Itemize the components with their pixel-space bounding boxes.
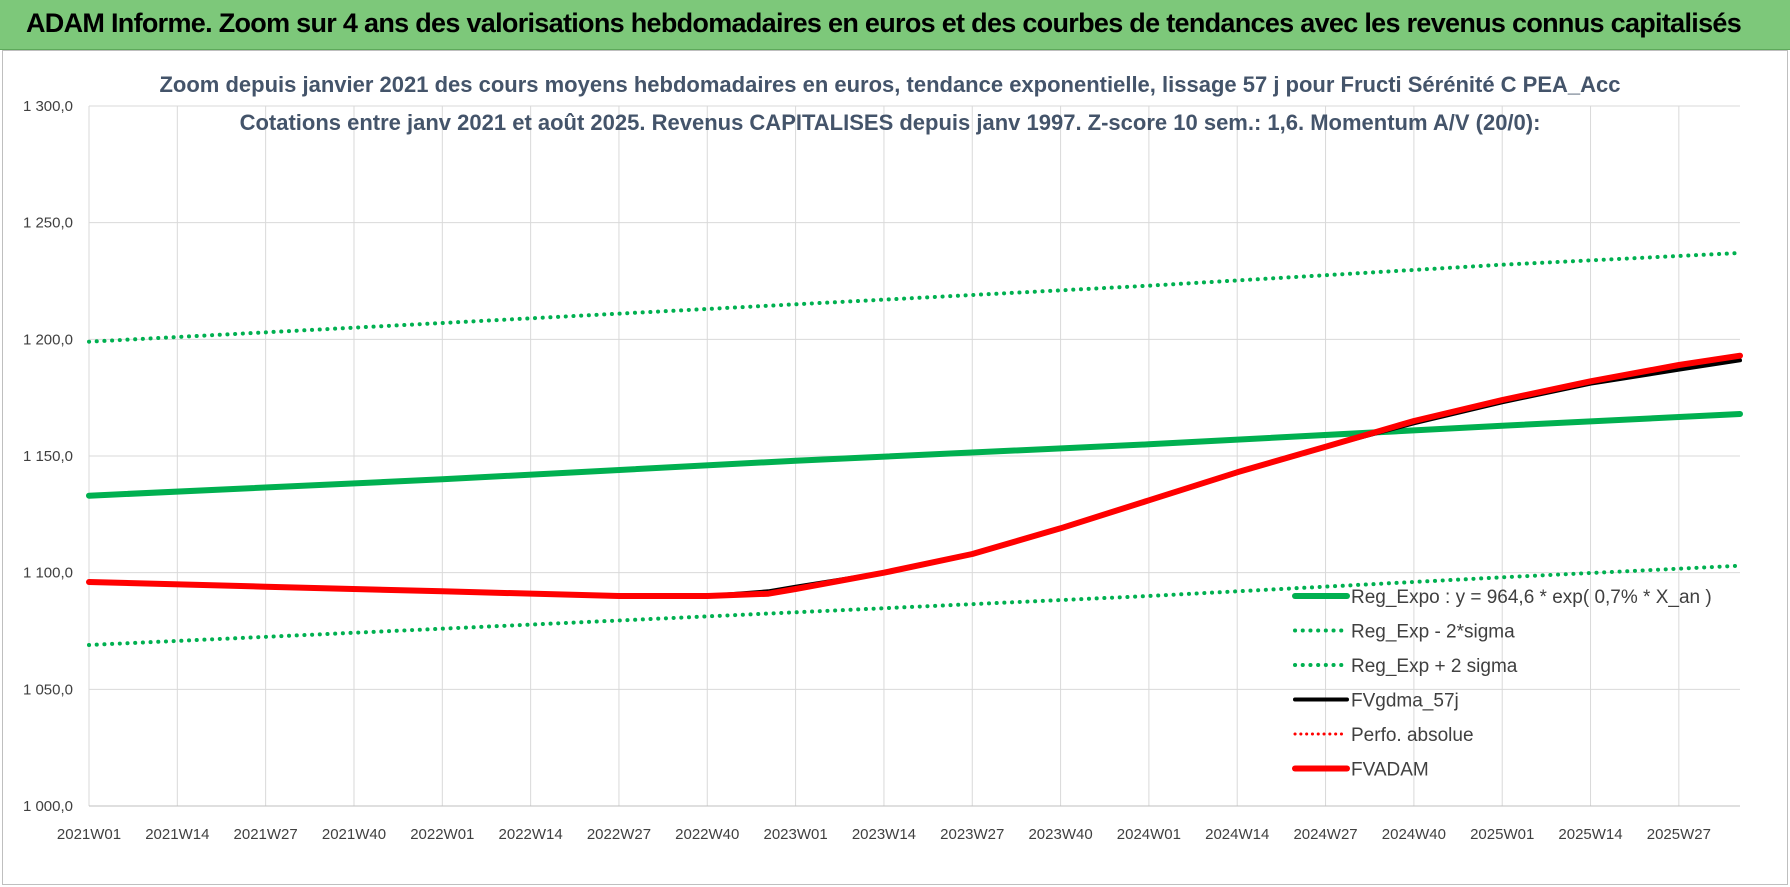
x-tick-label: 2025W01 xyxy=(1470,826,1534,843)
x-tick-label: 2025W14 xyxy=(1558,826,1622,843)
legend-label-reg_expo: Reg_Expo : y = 964,6 * exp( 0,7% * X_an … xyxy=(1351,587,1712,608)
x-axis-ticks: 2021W01 2021W14 2021W27 2021W40 2022W01 2022W… xyxy=(57,826,1711,843)
y-axis-ticks: 1 000,0 1 050,0 1 100,0 1 150,0 1 200,0 1 250… xyxy=(23,98,73,815)
series-line-fvgdma xyxy=(87,358,1742,598)
y-tick-label: 1 150,0 xyxy=(23,448,73,465)
chart-frame xyxy=(2,50,1788,885)
chart-subtitle: Cotations entre janv 2021 et août 2025. … xyxy=(240,110,1541,135)
y-tick-label: 1 300,0 xyxy=(23,98,73,115)
x-tick-label: 2021W40 xyxy=(322,826,386,843)
y-tick-label: 1 100,0 xyxy=(23,565,73,582)
series-line-reg_plus xyxy=(87,251,1742,344)
x-tick-label: 2024W27 xyxy=(1293,826,1357,843)
x-tick-label: 2022W14 xyxy=(499,826,563,843)
series-line-fvadam xyxy=(86,352,1743,599)
legend-label-reg_plus: Reg_Exp + 2 sigma xyxy=(1351,656,1518,677)
x-tick-label: 2021W27 xyxy=(234,826,298,843)
x-tick-label: 2023W14 xyxy=(852,826,916,843)
series-line-perfo xyxy=(87,354,1742,598)
x-tick-label: 2021W01 xyxy=(57,826,121,843)
series-line-reg_expo xyxy=(86,411,1743,499)
x-tick-label: 2024W40 xyxy=(1382,826,1446,843)
legend-label-perfo: Perfo. absolue xyxy=(1351,725,1474,746)
chart-title: Zoom depuis janvier 2021 des cours moyen… xyxy=(159,72,1620,97)
x-tick-label: 2023W01 xyxy=(763,826,827,843)
legend: Reg_Expo : y = 964,6 * exp( 0,7% * X_an … xyxy=(1292,587,1712,781)
legend-label-fvadam: FVADAM xyxy=(1351,760,1429,781)
legend-label-reg_minus: Reg_Exp - 2*sigma xyxy=(1351,622,1515,643)
x-tick-label: 2022W27 xyxy=(587,826,651,843)
y-tick-label: 1 000,0 xyxy=(23,798,73,815)
x-tick-label: 2023W40 xyxy=(1028,826,1092,843)
report-banner: ADAM Informe. Zoom sur 4 ans des valoris… xyxy=(0,0,1790,50)
x-tick-label: 2024W14 xyxy=(1205,826,1269,843)
x-tick-label: 2025W27 xyxy=(1647,826,1711,843)
report-title: ADAM Informe. Zoom sur 4 ans des valoris… xyxy=(26,8,1742,38)
series-lines xyxy=(86,251,1743,647)
x-tick-label: 2022W01 xyxy=(410,826,474,843)
y-tick-label: 1 050,0 xyxy=(23,681,73,698)
x-tick-label: 2022W40 xyxy=(675,826,739,843)
series-line-reg_minus xyxy=(87,563,1742,647)
legend-label-fvgdma: FVgdma_57j xyxy=(1351,691,1459,712)
x-tick-label: 2024W01 xyxy=(1117,826,1181,843)
y-tick-label: 1 200,0 xyxy=(23,331,73,348)
x-tick-label: 2023W27 xyxy=(940,826,1004,843)
y-tick-label: 1 250,0 xyxy=(23,215,73,232)
x-tick-label: 2021W14 xyxy=(145,826,209,843)
